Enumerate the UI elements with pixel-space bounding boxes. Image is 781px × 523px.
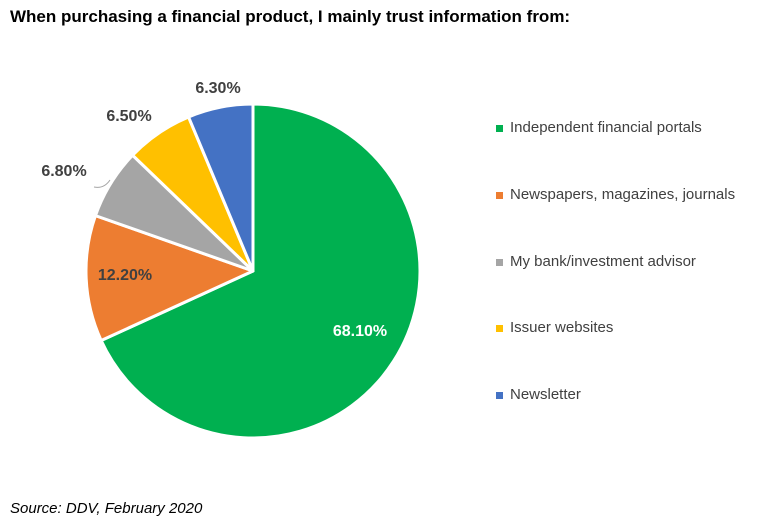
- chart-title: When purchasing a financial product, I m…: [10, 7, 571, 26]
- legend-item-3: My bank/investment advisor: [496, 251, 740, 273]
- legend-item-4: Issuer websites: [496, 317, 740, 339]
- legend-label-3: My bank/investment advisor: [510, 253, 696, 270]
- legend-item-1: Independent financial portals: [496, 117, 740, 139]
- legend-label-1: Independent financial portals: [510, 119, 702, 136]
- pie-slice-5: [187, 102, 255, 273]
- legend-label-5: Newsletter: [510, 386, 581, 403]
- legend-label-4: Issuer websites: [510, 319, 614, 336]
- data-label-3: 6.80%: [41, 163, 86, 180]
- source-note: Source: DDV, February 2020: [10, 500, 203, 517]
- data-label-2: 12.20%: [98, 267, 152, 284]
- pie-slices: [84, 102, 422, 440]
- legend-swatch-2: [496, 192, 503, 199]
- legend-item-5: Newsletter: [496, 384, 740, 406]
- pie-slice-2: [84, 214, 255, 343]
- data-label-4: 6.50%: [106, 108, 151, 125]
- data-label-5: 6.30%: [195, 80, 240, 97]
- legend-swatch-3: [496, 259, 503, 266]
- legend-label-2: Newspapers, magazines, journals: [510, 186, 736, 203]
- data-labels: 68.10% 12.20% 6.80% 6.50% 6.30%: [41, 80, 387, 340]
- legend-swatch-1: [496, 125, 503, 132]
- pie-slice-1: [99, 102, 422, 440]
- leader-line-3: [93, 179, 111, 188]
- legend-swatch-4: [496, 325, 503, 332]
- legend: Independent financial portals Newspapers,…: [496, 0, 776, 523]
- data-label-1: 68.10%: [333, 323, 387, 340]
- legend-swatch-5: [496, 392, 503, 399]
- leader-lines: [93, 179, 111, 188]
- legend-item-2: Newspapers, magazines, journals: [496, 184, 740, 206]
